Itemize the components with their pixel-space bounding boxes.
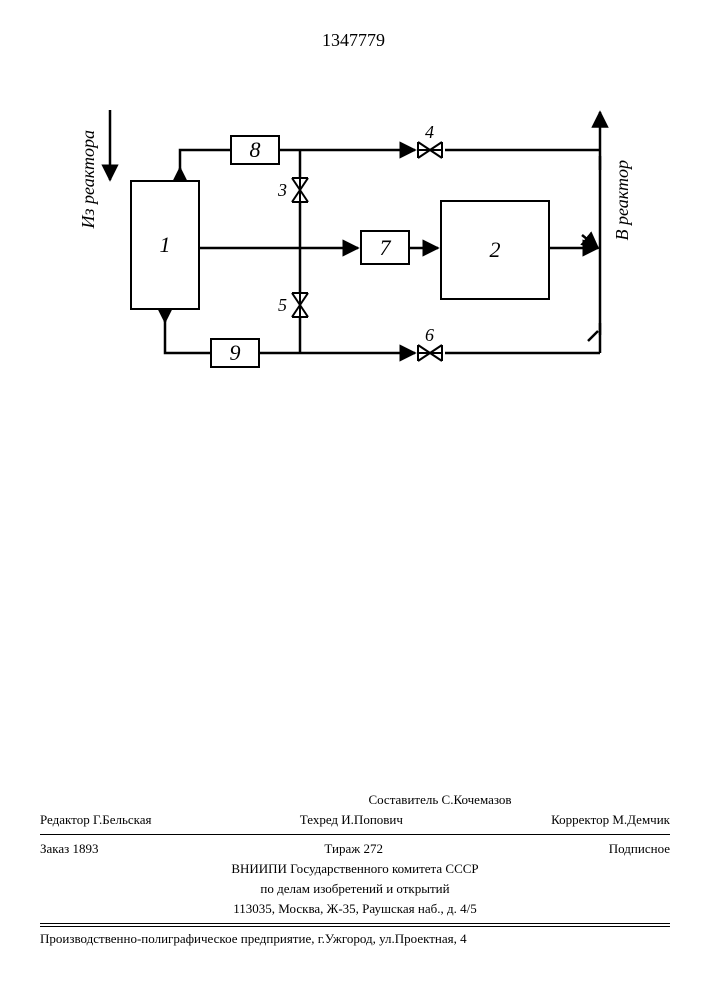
footer-editor: Редактор Г.Бельская <box>40 812 152 828</box>
footer-bottom: Производственно-полиграфическое предприя… <box>40 931 670 947</box>
block-1-label: 1 <box>160 232 171 258</box>
footer-subscription: Подписное <box>609 841 670 857</box>
footer-sep-1 <box>40 834 670 835</box>
block-2: 2 <box>440 200 550 300</box>
footer-sep-2 <box>40 923 670 924</box>
footer-sep-3 <box>40 926 670 927</box>
footer-tech: Техред И.Попович <box>300 812 403 828</box>
block-8-label: 8 <box>250 137 261 163</box>
page-number: 1347779 <box>0 30 707 51</box>
footer-org-2: по делам изобретений и открытий <box>40 879 670 899</box>
footer-org-1: ВНИИПИ Государственного комитета СССР <box>40 859 670 879</box>
reactor-diagram: Из реактора В реактор <box>60 90 650 410</box>
footer-tirage: Тираж 272 <box>324 841 383 857</box>
valve-5-label: 5 <box>278 295 287 316</box>
footer-corrector: Корректор М.Демчик <box>551 812 670 828</box>
block-9: 9 <box>210 338 260 368</box>
footer-org-3: 113035, Москва, Ж-35, Раушская наб., д. … <box>40 899 670 919</box>
footer-compiler: Составитель С.Кочемазов <box>368 792 511 807</box>
block-2-label: 2 <box>490 237 501 263</box>
footer-block: Составитель С.Кочемазов Редактор Г.Бельс… <box>40 790 670 947</box>
valve-3-label: 3 <box>278 180 287 201</box>
block-7-label: 7 <box>380 235 391 261</box>
block-9-label: 9 <box>230 340 241 366</box>
footer-order: Заказ 1893 <box>40 841 99 857</box>
block-7: 7 <box>360 230 410 265</box>
valve-6-label: 6 <box>425 325 434 346</box>
block-1: 1 <box>130 180 200 310</box>
block-8: 8 <box>230 135 280 165</box>
valve-4-label: 4 <box>425 122 434 143</box>
